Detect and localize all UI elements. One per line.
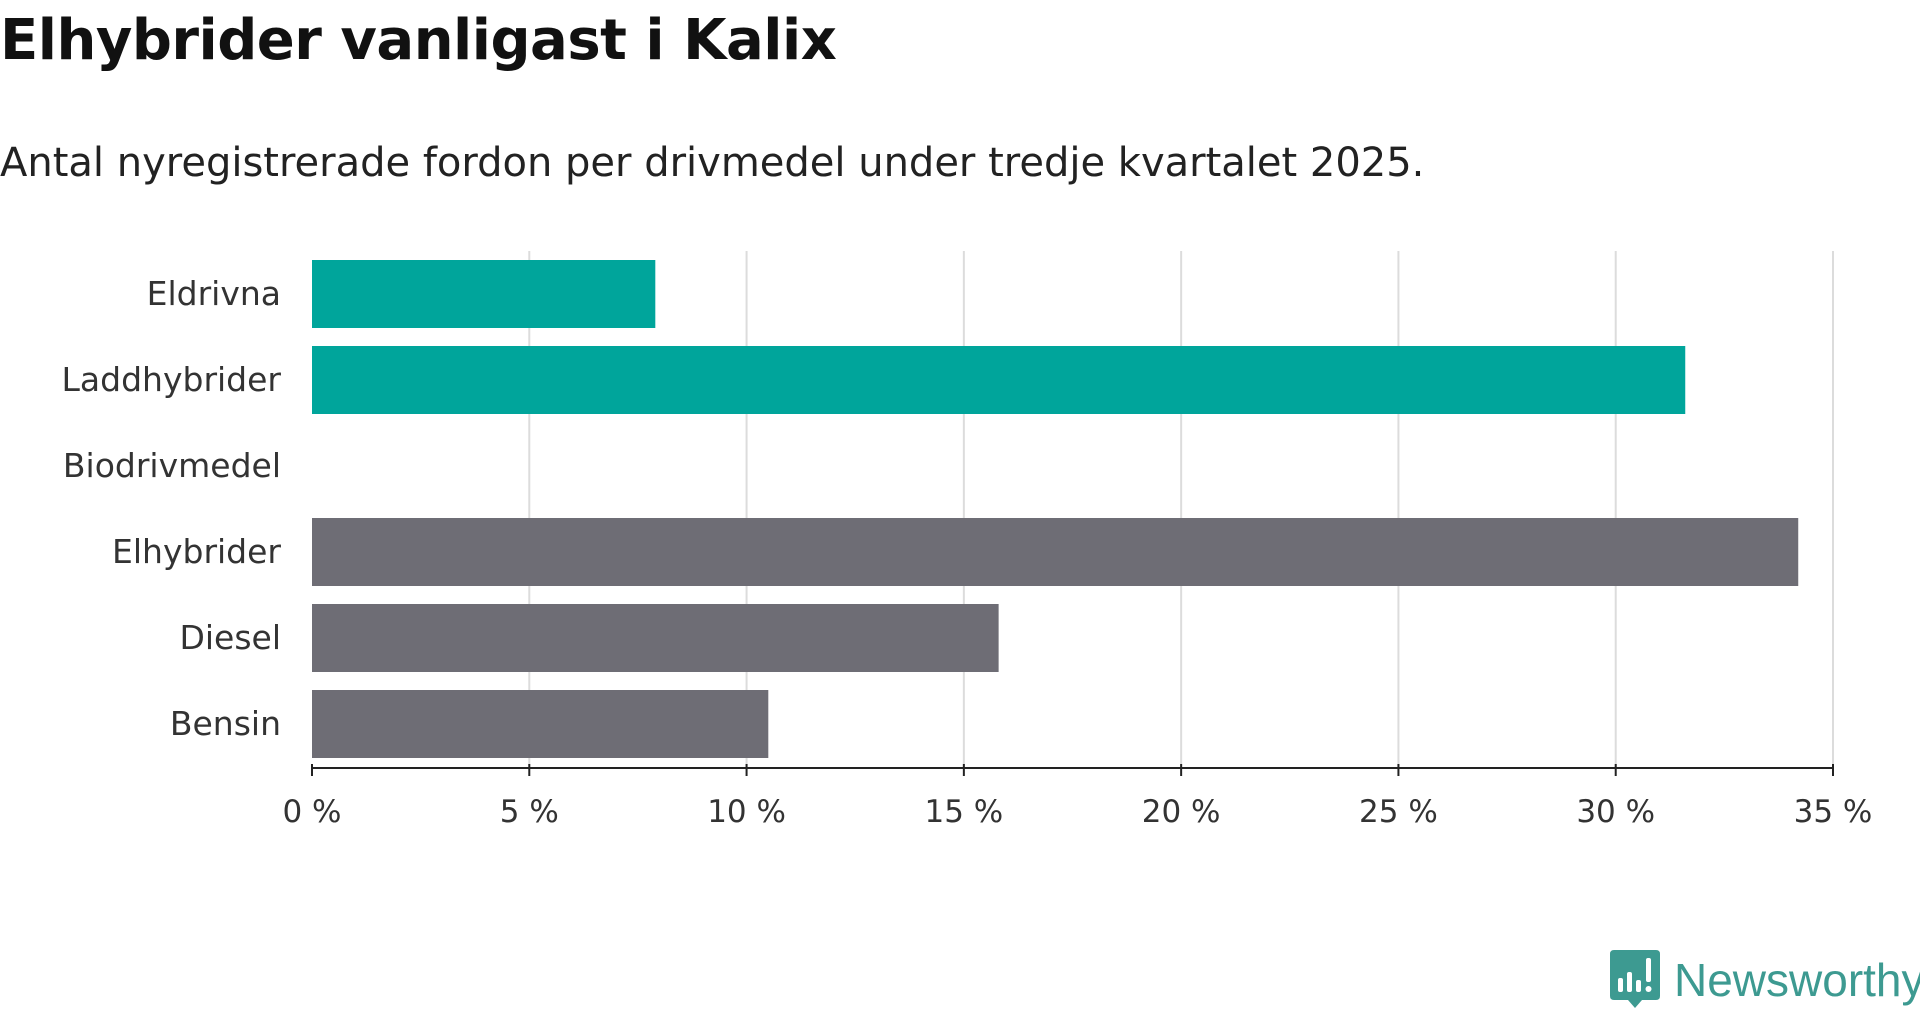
bar-elhybrider (312, 518, 1799, 586)
newsworthy-logo: Newsworthy (1610, 950, 1920, 1010)
category-label: Elhybrider (112, 532, 281, 571)
x-tick-label: 10 % (707, 794, 786, 830)
newsworthy-logo-icon (1610, 950, 1660, 1008)
category-label: Bensin (170, 704, 281, 743)
x-tick-label: 25 % (1359, 794, 1438, 830)
x-tick-label: 0 % (282, 794, 341, 830)
bar-diesel (312, 604, 999, 672)
category-label: Diesel (179, 618, 281, 657)
bar-eldrivna (312, 260, 656, 328)
chart-title: Elhybrider vanligast i Kalix (0, 8, 837, 73)
x-tick-label: 5 % (500, 794, 559, 830)
x-tick-label: 30 % (1576, 794, 1655, 830)
category-label: Eldrivna (147, 274, 281, 313)
bar-bensin (312, 690, 769, 758)
category-label: Laddhybrider (62, 360, 282, 399)
category-label: Biodrivmedel (63, 446, 281, 485)
x-tick-label: 15 % (924, 794, 1003, 830)
bar-laddhybrider (312, 346, 1686, 414)
x-tick-label: 35 % (1794, 794, 1873, 830)
brand-name: Newsworthy (1674, 954, 1920, 1006)
x-tick-label: 20 % (1142, 794, 1221, 830)
chart-subtitle: Antal nyregistrerade fordon per drivmede… (0, 140, 1425, 186)
